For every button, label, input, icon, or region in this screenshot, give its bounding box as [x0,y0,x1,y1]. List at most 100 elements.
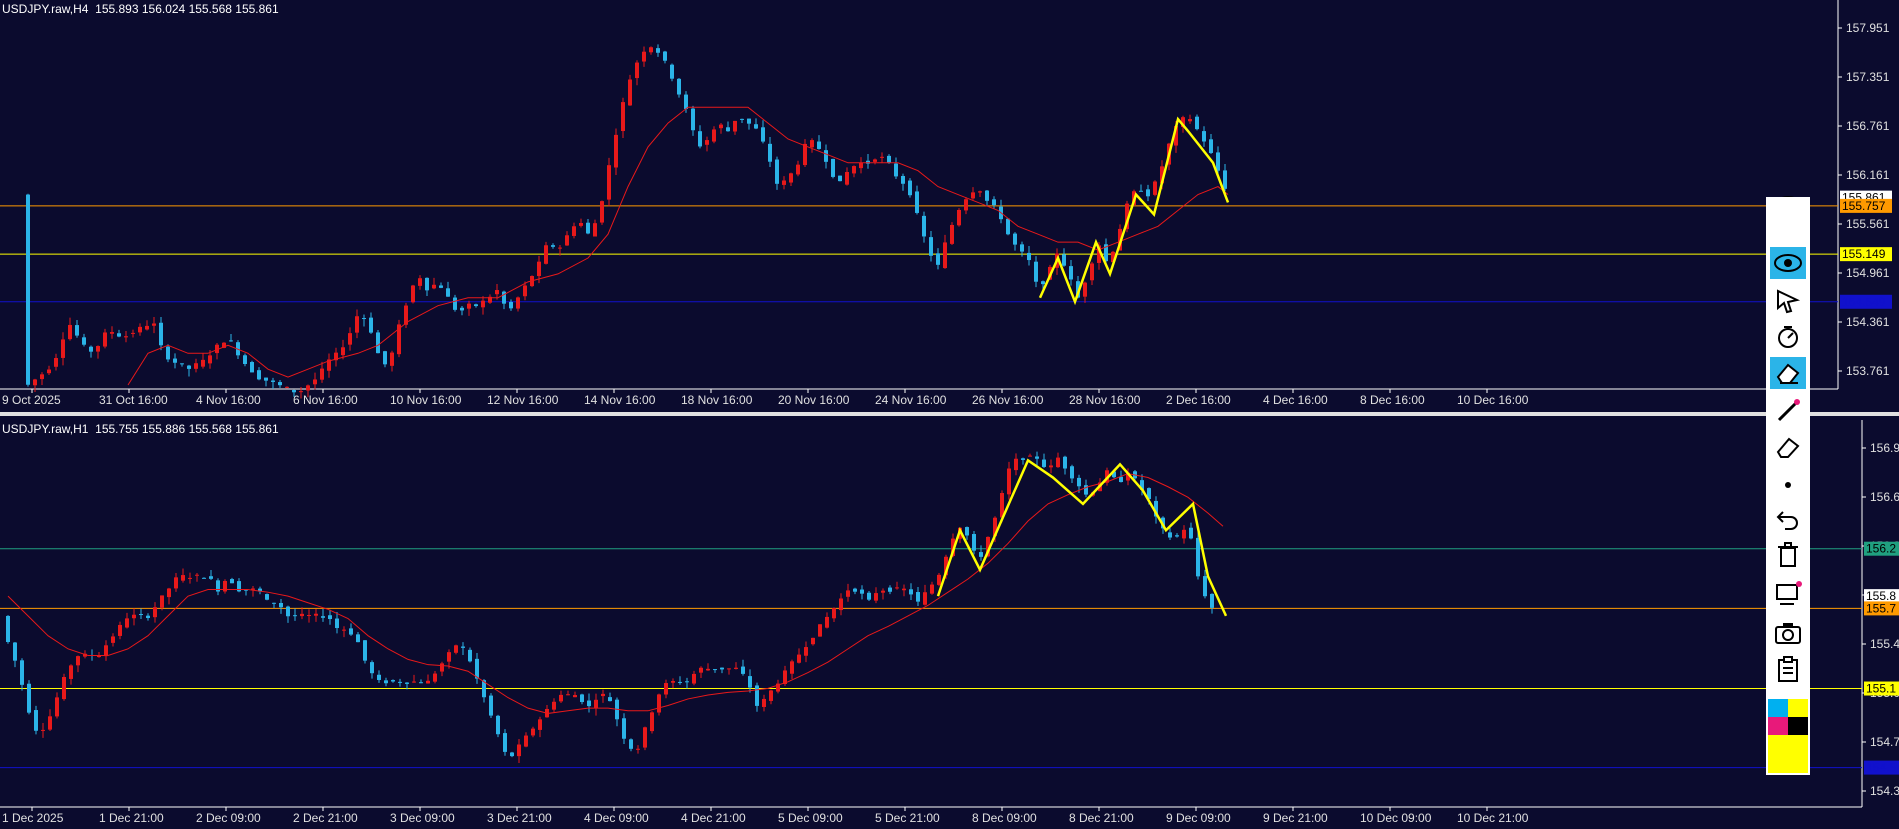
candle-body [1000,493,1004,518]
candle-body [1126,472,1130,481]
drawing-toolbar [1766,197,1810,775]
candle-body [1076,281,1080,298]
timer-tool-button[interactable] [1770,321,1806,353]
candle-body [1119,476,1123,483]
candle-body [866,160,870,164]
candle-body [894,163,898,177]
candle-body [909,589,913,595]
chart-panel-h1[interactable]: 156.9156.6156.2155.8155.4155.0154.7154.3… [0,420,1899,829]
candle-body [313,379,317,385]
y-tick-label: 156.6 [1870,490,1899,504]
candle-body [1216,152,1220,171]
candle-body [454,645,458,653]
candle-body [390,352,394,366]
candle-body [111,636,115,643]
x-tick-label: 4 Dec 16:00 [1263,393,1328,407]
candle-body [1189,527,1193,539]
candle-body [355,316,359,333]
candle-body [678,681,682,683]
candle-body [376,332,380,354]
projector-tool-button[interactable] [1770,577,1806,609]
candle-body [432,284,436,289]
candle-body [768,143,772,162]
candle-body [761,127,765,142]
candle-body [902,588,906,591]
candle-body [867,592,871,600]
y-tick-label: 155.4 [1870,637,1899,651]
pencil-eraser-tool-button[interactable] [1770,431,1806,463]
x-tick-label: 8 Dec 21:00 [1069,811,1134,825]
candle-body [691,108,695,131]
candle-body [145,325,149,330]
candle-body [1083,282,1087,297]
chart-panel-h4[interactable]: 157.951 157.351 156.761 156.161 155.561 154.9… [0,0,1899,414]
candle-body [321,616,325,618]
camera-tool-button[interactable] [1770,617,1806,649]
candle-body [740,118,744,120]
chart-canvas-h4[interactable]: 157.951 157.351 156.761 156.161 155.561 154.9… [0,0,1899,414]
candle-body [278,382,282,386]
candle-body [362,318,366,320]
line-tool-button[interactable] [1770,395,1806,427]
candle-body [713,669,717,671]
candle-body [839,598,843,611]
candle-body [69,665,73,679]
price-label-box [1864,589,1899,604]
candle-body [82,337,86,345]
candle-body [677,78,681,95]
candle-body [48,716,52,730]
eye-tool-button[interactable] [1770,247,1806,279]
candle-body [124,336,128,338]
candle-body [40,374,44,380]
dot-tool-button[interactable] [1770,469,1806,501]
eraser-tool-button[interactable] [1770,357,1806,389]
y-tick-label: 154.7 [1870,735,1899,749]
candle-body [1209,139,1213,153]
x-tick-label: 2 Dec 16:00 [1166,393,1231,407]
color-palette[interactable] [1766,699,1810,775]
price-label: 155.7 [1866,601,1896,615]
candle-body [698,131,702,147]
cursor-tool-button[interactable] [1770,285,1806,317]
candle-body [895,587,899,589]
candle-body [461,646,465,648]
candle-body [1027,252,1031,261]
candle-body [628,79,632,106]
candle-body [517,744,521,757]
moving-average-line [7,473,1224,714]
candle-body [1146,189,1150,197]
candle-body [537,261,541,277]
candle-body [565,235,569,246]
undo-icon [1776,511,1798,530]
candle-body [1070,466,1074,479]
timer-icon [1778,326,1798,348]
candle-body [251,588,255,590]
candle-body [796,164,800,175]
chart-canvas-h1[interactable]: 156.9156.6156.2155.8155.4155.0154.7154.3… [0,420,1899,829]
candle-body [635,62,639,79]
candle-body [930,584,934,594]
candle-body [888,587,892,592]
candle-body [181,575,185,581]
candle-body [285,386,289,388]
candle-body [1028,455,1032,457]
candle-body [131,332,135,334]
price-label: 155.1 [1866,682,1896,696]
undo-tool-button[interactable] [1770,503,1806,535]
candle-body [243,355,247,364]
x-tick-label: 5 Dec 09:00 [778,811,843,825]
clipboard-tool-button[interactable] [1770,653,1806,685]
candle-body [201,359,205,367]
panel-divider[interactable] [0,412,1899,416]
price-label: 154.549 [1842,295,1886,309]
candle-body [524,735,528,747]
candle-body [1181,117,1185,128]
x-tick-label: 9 Oct 2025 [2,393,61,407]
y-tick-label: 156.761 [1846,119,1890,133]
trash-tool-button[interactable] [1770,539,1806,571]
y-tick-label: 154.3 [1870,784,1899,798]
candle-body [475,658,479,679]
candle-body [314,613,318,616]
drawn-trace-line [936,458,1228,617]
candle-body [369,317,373,333]
